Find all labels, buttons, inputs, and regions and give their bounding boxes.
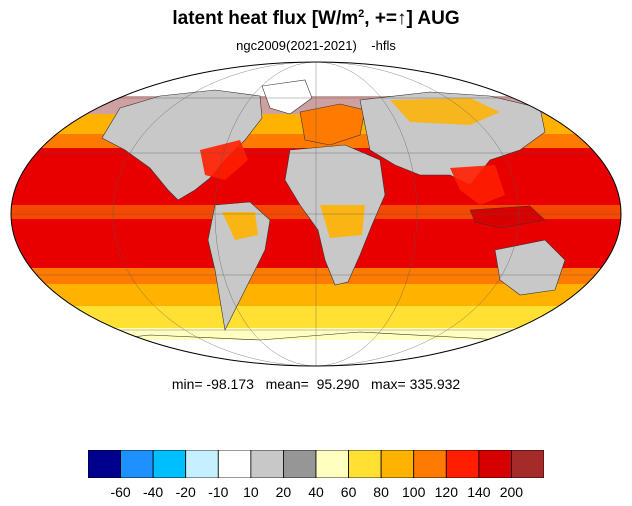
colorbar-tick-label: 60 bbox=[340, 484, 357, 500]
chart-subtitle: ngc2009(2021-2021) -hfls bbox=[236, 38, 396, 53]
colorbar-swatch bbox=[185, 450, 219, 478]
colorbar-swatch bbox=[413, 450, 447, 478]
colorbar-swatch bbox=[511, 450, 544, 478]
colorbar-tick-label: 40 bbox=[308, 484, 324, 500]
colorbar-labels: -60 -40 -20 -10 10 20 40 60 80 100 120 140 200 bbox=[0, 484, 632, 504]
globe-outline bbox=[10, 61, 622, 367]
colorbar-tick-label: 10 bbox=[243, 484, 259, 500]
colorbar-tick-label: -60 bbox=[110, 484, 131, 500]
maritime-continent bbox=[469, 205, 546, 229]
colorbar-swatch bbox=[88, 450, 121, 478]
greenland bbox=[261, 79, 313, 115]
colorbar-swatch bbox=[380, 450, 415, 478]
colorbar-tick-label: -20 bbox=[175, 484, 196, 500]
colorbar-swatch bbox=[120, 450, 154, 478]
siberia bbox=[390, 98, 500, 125]
australia bbox=[494, 239, 566, 296]
colorbar-tick-label: 20 bbox=[275, 484, 292, 500]
colorbar-swatch bbox=[217, 450, 252, 478]
north-america-east bbox=[200, 140, 248, 180]
southeast-asia bbox=[450, 165, 505, 205]
amazon bbox=[222, 212, 258, 240]
colorbar-tick-label: 200 bbox=[499, 484, 524, 500]
colorbar-swatch bbox=[283, 450, 317, 478]
up-arrow-icon: ↑ bbox=[397, 8, 407, 29]
chart-title: latent heat flux [W/m2, +=↑] AUG bbox=[172, 8, 460, 29]
colorbar bbox=[88, 450, 544, 478]
north-america bbox=[101, 89, 263, 201]
colorbar-swatch bbox=[152, 450, 187, 478]
colorbar-tick-label: 100 bbox=[402, 484, 426, 500]
colorbar-tick-label: -10 bbox=[208, 484, 229, 500]
colorbar-swatch bbox=[315, 450, 349, 478]
colorbar-tick-label: 120 bbox=[434, 484, 458, 500]
stats-line: min= -98.173 mean= 95.290 max= 335.932 bbox=[171, 376, 461, 392]
colorbar-tick-label: 80 bbox=[373, 484, 389, 500]
colorbar-tick-label: 140 bbox=[467, 484, 491, 500]
colorbar-swatch bbox=[478, 450, 512, 478]
central-africa bbox=[320, 205, 365, 238]
graticule bbox=[11, 62, 621, 366]
colorbar-tick-label: -40 bbox=[142, 484, 164, 500]
colorbar-swatch bbox=[250, 450, 284, 478]
colorbar-swatch bbox=[348, 450, 382, 478]
colorbar-swatch bbox=[445, 450, 480, 478]
